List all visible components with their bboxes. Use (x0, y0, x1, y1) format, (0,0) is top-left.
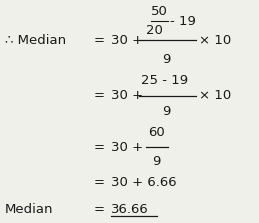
Text: 30 +: 30 + (111, 141, 143, 154)
Text: 9: 9 (153, 155, 161, 168)
Text: 60: 60 (148, 126, 165, 139)
Text: 9: 9 (162, 105, 171, 118)
Text: =: = (93, 141, 104, 154)
Text: 30 +: 30 + (111, 89, 143, 102)
Text: =: = (93, 89, 104, 102)
Text: 9: 9 (162, 53, 171, 66)
Text: =: = (93, 203, 104, 216)
Text: 50: 50 (151, 5, 168, 18)
Text: =: = (93, 176, 104, 189)
Text: 36.66: 36.66 (111, 203, 149, 216)
Text: - 19: - 19 (170, 15, 196, 28)
Text: × 10: × 10 (199, 34, 232, 47)
Text: ∴ Median: ∴ Median (5, 34, 66, 47)
Text: 30 + 6.66: 30 + 6.66 (111, 176, 177, 189)
Text: 20: 20 (146, 24, 163, 37)
Text: 30 +: 30 + (111, 34, 143, 47)
Text: × 10: × 10 (199, 89, 232, 102)
Text: =: = (93, 34, 104, 47)
Text: Median: Median (5, 203, 54, 216)
Text: 25 - 19: 25 - 19 (141, 74, 188, 87)
